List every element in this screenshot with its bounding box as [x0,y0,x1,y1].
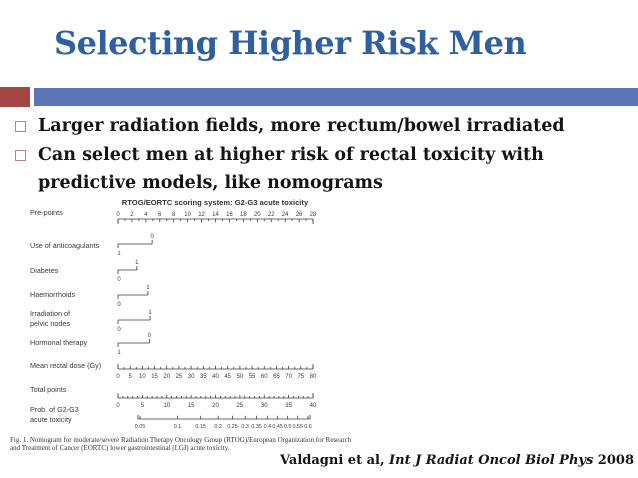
tick-label: 55 [249,374,256,380]
bullet-line: Can select men at higher risk of rectal … [38,145,544,165]
prob-tick-label: 0.6 [304,424,312,430]
tick-label: 8 [172,212,176,218]
tick-label: 45 [224,374,231,380]
binary-left-label: 0 [117,302,121,308]
citation-journal: Int J Radiat Oncol Biol Phys [389,453,594,468]
bullet-square-icon [15,121,26,132]
bullet-square-icon [15,150,26,161]
tick-label: 10 [163,403,170,409]
binary-right-label: 0 [148,333,152,339]
row-label: Total points [30,385,67,394]
tick-label: 40 [310,403,317,409]
binary-left-label: 0 [117,327,121,333]
tick-label: 20 [212,403,219,409]
tick-label: 26 [296,212,303,218]
tick-label: 20 [163,374,170,380]
tick-label: 5 [141,403,145,409]
caption-line: Fig. 1. Nomogram for moderate/severe Rad… [10,436,352,444]
tick-label: 18 [240,212,247,218]
prob-tick-label: 0.4 [264,424,272,430]
tick-label: 25 [176,374,183,380]
tick-label: 15 [151,374,158,380]
bullet-line: Larger radiation fields, more rectum/bow… [38,116,565,136]
tick-label: 10 [139,374,146,380]
nomogram-svg: RTOG/EORTC scoring system: G2-G3 acute t… [30,198,317,430]
row-label: Haemorrhoids [30,290,76,299]
binary-right-label: 1 [146,285,150,291]
tick-label: 35 [285,403,292,409]
binary-right-label: 1 [148,310,152,316]
tick-label: 22 [268,212,275,218]
tick-label: 20 [254,212,261,218]
prob-tick-label: 0.1 [174,424,182,430]
tick-label: 80 [310,374,317,380]
accent-blue-bar [34,88,638,106]
tick-label: 15 [188,403,195,409]
tick-label: 12 [198,212,205,218]
tick-label: 0 [116,403,120,409]
tick-label: 30 [188,374,195,380]
tick-label: 5 [129,374,133,380]
tick-label: 0 [116,374,120,380]
row-label: Mean rectal dose (Gy) [30,361,101,370]
row-label: Use of anticoagulants [30,241,100,250]
prob-tick-label: 0.55 [292,424,303,430]
tick-label: 6 [158,212,162,218]
bullet-list: Larger radiation fields, more rectum/bow… [12,112,587,198]
tick-label: 28 [310,212,317,218]
prob-tick-label: 0.35 [251,424,262,430]
prob-tick-label: 0.15 [195,424,206,430]
row-label: Diabetes [30,266,59,275]
prob-tick-label: 0.25 [227,424,238,430]
row-label: Pre-points [30,208,63,217]
prob-tick-label: 0.3 [241,424,249,430]
citation-year: 2008 [593,453,634,468]
tick-label: 50 [237,374,244,380]
tick-label: 16 [226,212,233,218]
bullet-item: Can select men at higher risk of rectal … [12,141,587,197]
prob-tick-label: 0.5 [284,424,292,430]
row-label: Irradiation of [30,309,70,318]
figure-title: RTOG/EORTC scoring system: G2-G3 acute t… [122,198,309,207]
caption-line: and Treatment of Cancer (EORTC) lower ga… [10,444,230,452]
row-label: acute toxicity [30,415,72,424]
accent-red-square [0,87,30,107]
prob-tick-label: 0.2 [214,424,222,430]
tick-label: 0 [116,212,120,218]
binary-left-label: 1 [117,251,121,257]
tick-label: 60 [261,374,268,380]
tick-label: 35 [200,374,207,380]
tick-label: 25 [237,403,244,409]
binary-right-label: 0 [150,234,154,240]
binary-left-label: 1 [117,350,121,356]
tick-label: 65 [273,374,280,380]
tick-label: 10 [184,212,191,218]
binary-left-label: 0 [117,277,121,283]
citation: Valdagni et al, Int J Radiat Oncol Biol … [280,453,634,468]
tick-label: 2 [130,212,134,218]
row-label: Hormonal therapy [30,338,88,347]
figure-caption: Fig. 1. Nomogram for moderate/severe Rad… [10,436,450,452]
slide-title: Selecting Higher Risk Men [54,24,527,62]
binary-right-label: 1 [135,260,139,266]
bullet-item: Larger radiation fields, more rectum/bow… [12,112,587,140]
tick-label: 40 [212,374,219,380]
tick-label: 30 [261,403,268,409]
bullet-line: predictive models, like nomograms [38,173,383,193]
prob-tick-label: 0.45 [272,424,283,430]
tick-label: 75 [297,374,304,380]
tick-label: 4 [144,212,148,218]
prob-tick-label: 0.05 [135,424,146,430]
tick-label: 70 [285,374,292,380]
row-label: Prob. of G2-G3 [30,405,79,414]
row-label: pelvic nodes [30,319,70,328]
citation-authors: Valdagni et al, [280,453,390,468]
nomogram-figure: RTOG/EORTC scoring system: G2-G3 acute t… [8,196,374,462]
tick-label: 24 [282,212,289,218]
tick-label: 14 [212,212,219,218]
